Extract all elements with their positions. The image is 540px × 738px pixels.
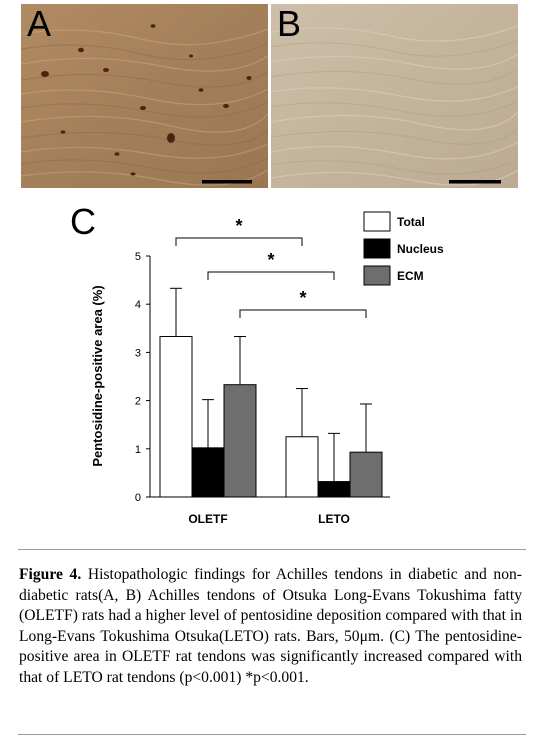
significance-bracket [207,271,335,280]
legend-swatch-ecm [363,265,391,286]
bar-oletf-total [159,335,193,498]
scale-bar-a [202,180,252,184]
legend-label-nucleus: Nucleus [397,242,444,256]
caption-top-rule [18,549,526,550]
panel-label-c: C [70,201,96,242]
panel-label-b: B [277,4,302,44]
significance-bracket [239,309,367,318]
y-tick-label: 4 [135,299,141,311]
bar-oletf-nucleus [191,447,225,498]
y-tick-label: 0 [135,492,141,504]
caption-bottom-rule [18,734,526,735]
panel-label-a: A [27,4,52,44]
significance-star: * [235,216,242,236]
legend-swatch-total [363,211,391,232]
caption-text: Histopathologic findings for Achilles te… [19,566,522,686]
bar-chart: C Pentosidine-positive area (%) 0 1 2 3 4 5 O… [70,201,444,526]
legend-label-total: Total [397,215,425,229]
bar-leto-ecm [349,451,383,498]
bar-leto-nucleus [317,481,351,498]
bar-leto-total [285,436,319,498]
significance-star: * [267,250,274,270]
y-tick-label: 1 [135,444,141,456]
x-tick-label: OLETF [188,512,227,526]
legend-swatch-nucleus [363,238,391,259]
significance-bracket [175,237,303,246]
micrograph-b-image [271,4,518,188]
legend-label-ecm: ECM [397,269,424,283]
significance-star: * [299,288,306,308]
y-tick-label: 2 [135,396,141,408]
figure-label: Figure 4. [19,566,82,583]
y-tick-label: 3 [135,347,141,359]
micrograph-b: B [271,4,518,188]
micrograph-a: A [21,4,268,188]
bar-oletf-ecm [223,384,257,498]
x-tick-label: LETO [318,512,350,526]
micrograph-a-image [21,4,268,188]
figure-caption: Figure 4. Histopathologic findings for A… [19,565,522,689]
scale-bar-b [449,180,501,184]
y-axis-label: Pentosidine-positive area (%) [90,285,105,466]
y-tick-label: 5 [135,251,141,263]
